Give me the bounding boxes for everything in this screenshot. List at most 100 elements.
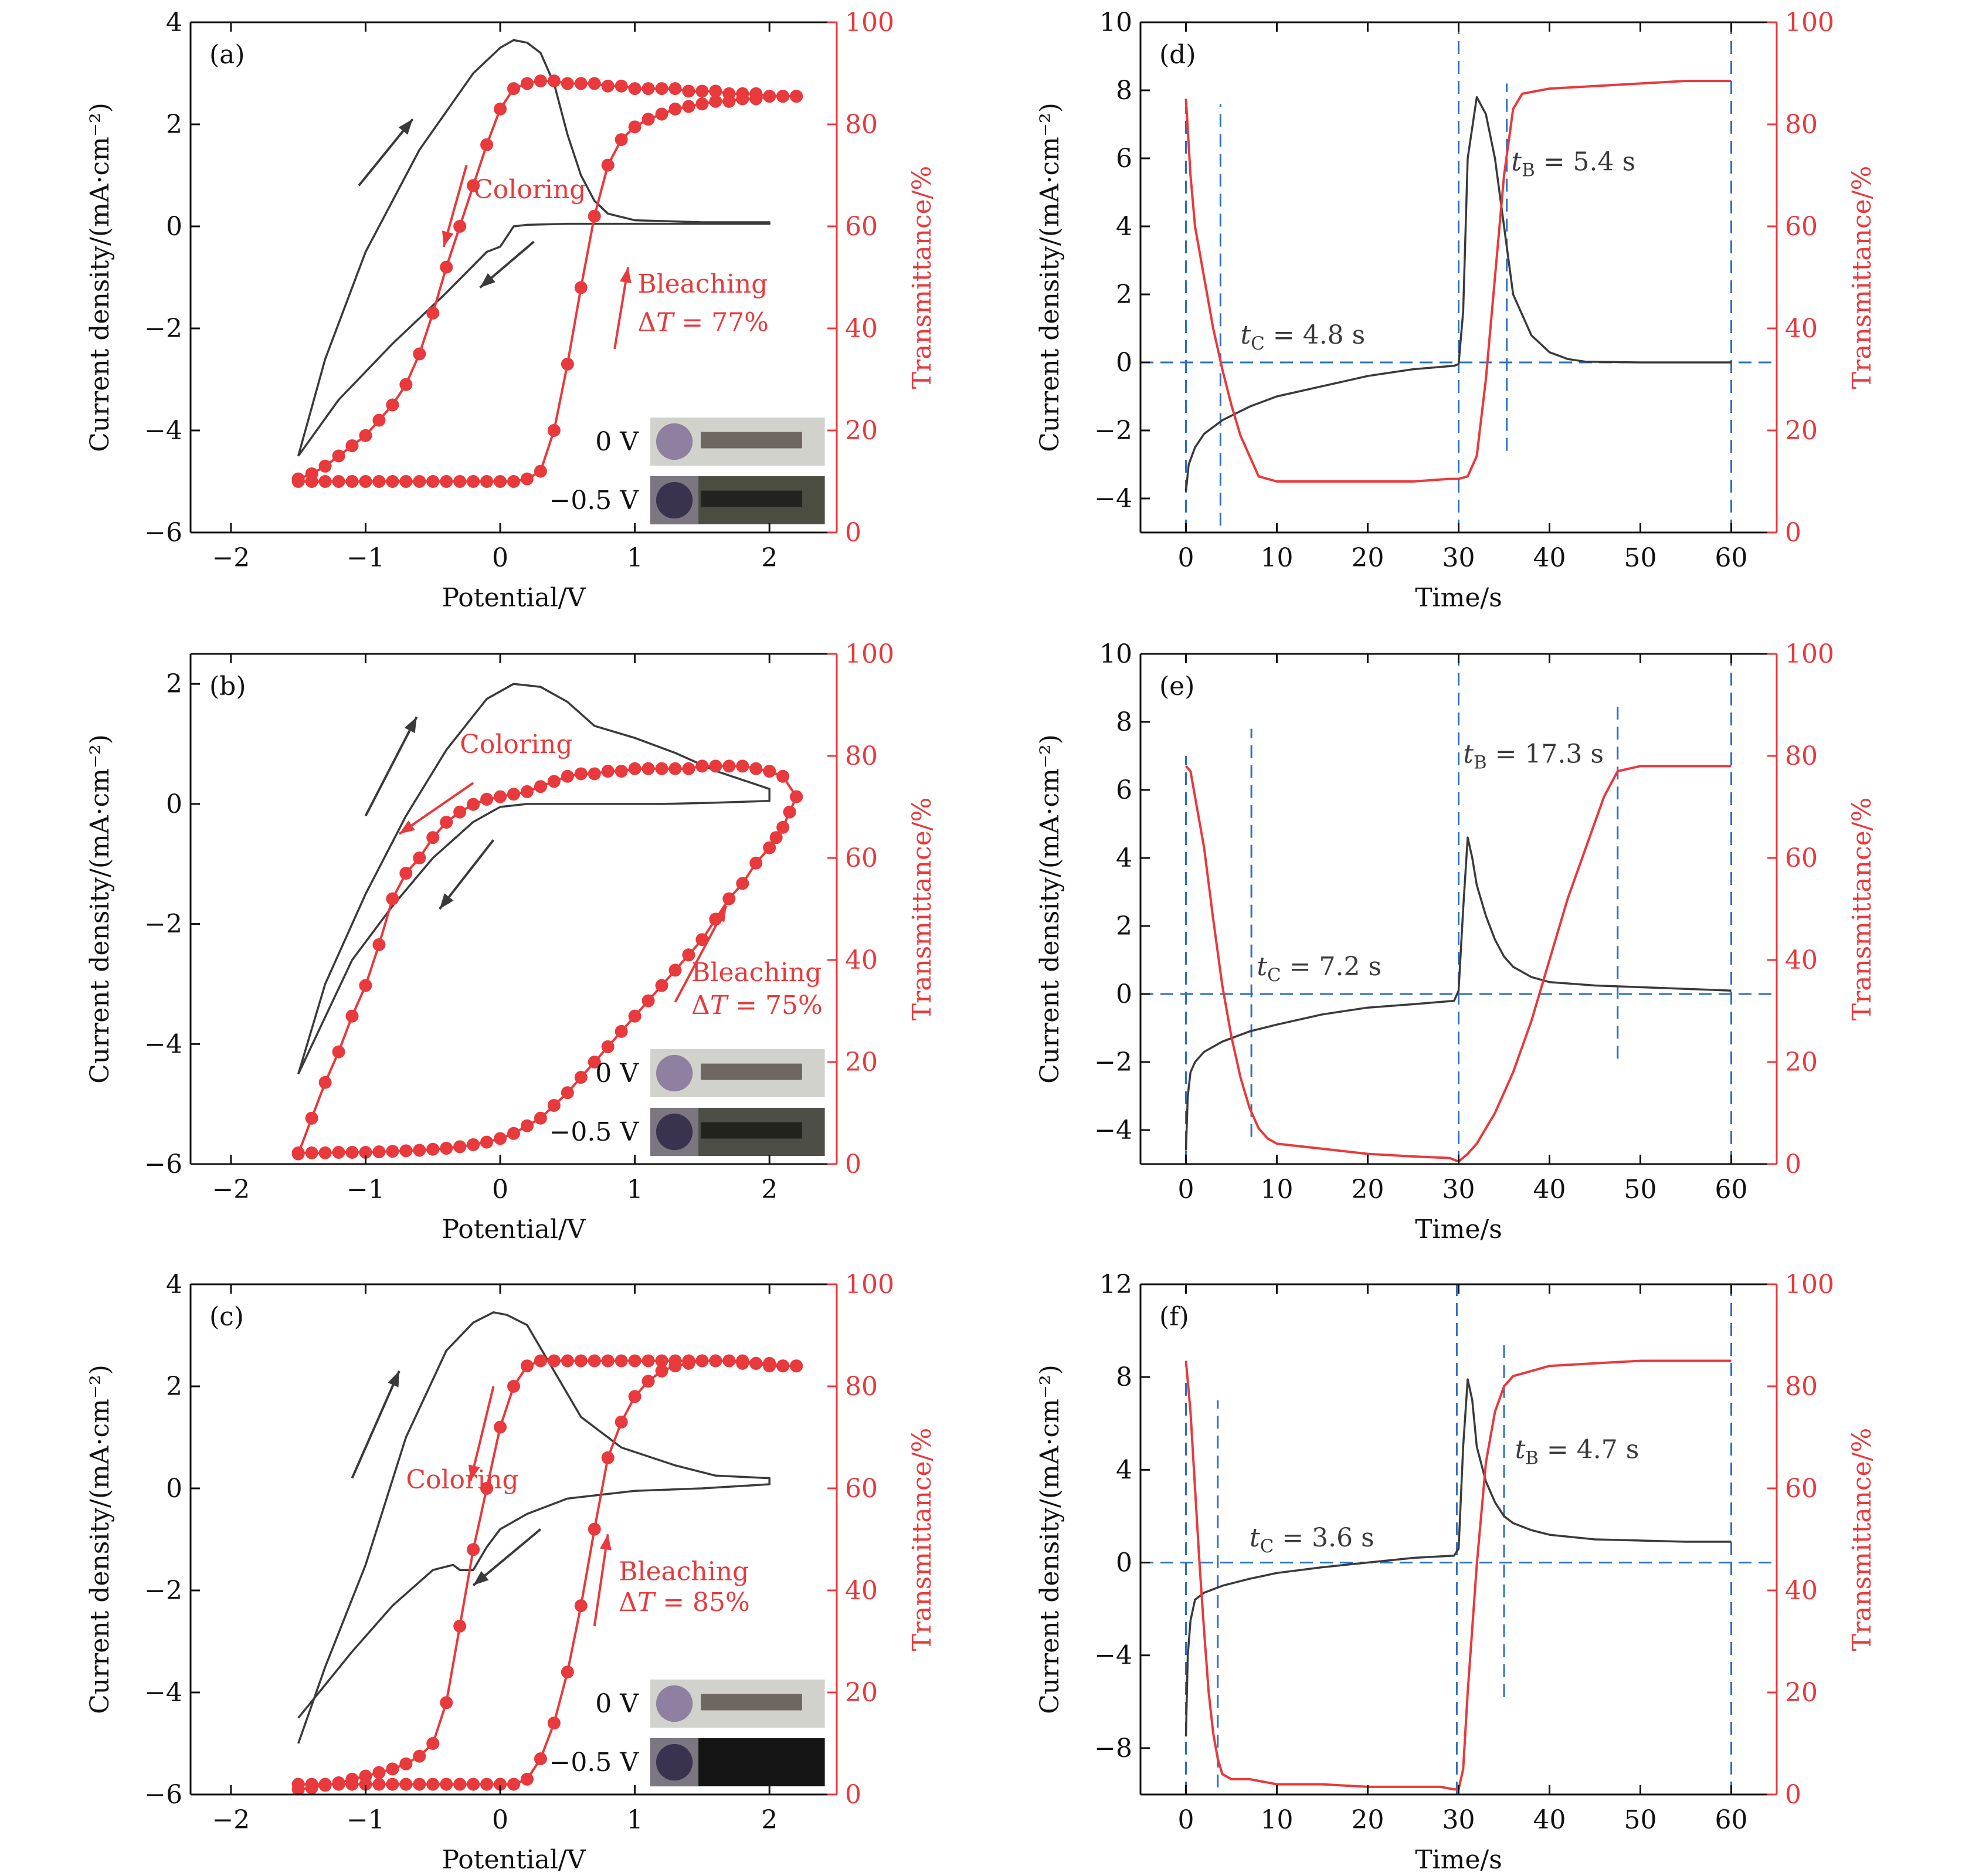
y2-tick-label: 60 [1785, 212, 1818, 242]
inset-label-0v: 0 V [595, 1059, 639, 1088]
transmittance-point [790, 90, 803, 103]
panel-label: (d) [1159, 40, 1196, 70]
x-tick-label: 0 [1178, 1805, 1194, 1835]
inset-label-0v: 0 V [595, 1689, 639, 1719]
y2-tick-label: 0 [1785, 1149, 1801, 1179]
transmittance-point [615, 765, 628, 778]
y2-tick-label: 60 [845, 212, 878, 242]
transmittance-point [345, 1777, 359, 1791]
transmittance-point [722, 1354, 736, 1368]
y2-tick-label: 80 [1785, 110, 1818, 140]
y-tick-label: −6 [144, 1780, 182, 1810]
transmittance-point [547, 1716, 561, 1730]
transmittance-point [574, 1071, 588, 1084]
transmittance-point [615, 133, 628, 147]
transmittance-point [507, 1380, 520, 1393]
transmittance-point [480, 138, 494, 151]
transmittance-point [588, 1056, 601, 1068]
transmittance-point [682, 762, 695, 775]
x-tick-label: 30 [1442, 1805, 1475, 1835]
y2-tick-label: 20 [845, 416, 878, 446]
inset-photo-neg05v [650, 476, 825, 525]
transmittance-point [655, 82, 668, 96]
transmittance-point [655, 1354, 668, 1368]
y-tick-label: −4 [144, 1029, 182, 1059]
y-tick-label: −2 [144, 1576, 182, 1606]
current-density-line-0 [1184, 96, 1732, 492]
transmittance-point [769, 831, 783, 844]
x-tick-label: 1 [627, 543, 643, 573]
y2-tick-label: 60 [1785, 843, 1818, 873]
transmittance-point [372, 1145, 386, 1159]
y2-axis-title: Transmittance/% [907, 798, 937, 1021]
y2-tick-label: 80 [845, 741, 878, 771]
y-axis-title: Current density/(mA·cm⁻²) [85, 734, 115, 1084]
transmittance-point [641, 1375, 655, 1388]
transmittance-point [453, 1777, 467, 1791]
x-tick-label: 10 [1261, 1175, 1294, 1205]
y2-tick-label: 0 [845, 1149, 861, 1179]
transmittance-point [615, 1024, 628, 1038]
x-tick-label: −1 [347, 543, 385, 573]
y-tick-label: 2 [166, 110, 182, 140]
x-tick-label: −2 [212, 543, 250, 573]
transmittance-point [628, 762, 641, 775]
transmittance-point [467, 475, 480, 488]
transmittance-point [332, 475, 345, 488]
y2-tick-label: 100 [1785, 639, 1834, 669]
transmittance-point [561, 1665, 574, 1679]
x-tick-label: 50 [1624, 1175, 1657, 1205]
transmittance-point [561, 769, 574, 783]
transmittance-point [763, 841, 776, 854]
transmittance-point [749, 856, 763, 870]
x-tick-label: 2 [761, 1805, 778, 1835]
y2-tick-label: 40 [1785, 945, 1818, 975]
x-tick-label: −2 [212, 1805, 250, 1835]
y2-tick-label: 0 [1785, 518, 1801, 548]
direction-arrow [364, 716, 418, 817]
transmittance-point [440, 475, 453, 488]
transmittance-point [736, 759, 749, 773]
y-tick-label: 4 [166, 1270, 182, 1300]
transmittance-point [372, 1777, 386, 1791]
inset-photo-0v [650, 1049, 825, 1098]
y2-tick-label: 100 [845, 8, 894, 38]
y2-axis-title: Transmittance/% [907, 166, 937, 389]
transmittance-point [332, 449, 345, 463]
transmittance-point [628, 1390, 641, 1403]
y2-axis-title: Transmittance/% [1847, 166, 1877, 389]
transmittance-point [722, 759, 736, 773]
arrow-head [600, 1534, 612, 1551]
chart-panel-5: tC = 3.6 s tB = 4.7 s 0 10 20 30 40 50 60 −8 −4 0 4 8… [1035, 1270, 1877, 1875]
transmittance-point [655, 979, 668, 992]
transmittance-point [413, 475, 426, 488]
x-axis-title: Potential/V [442, 1215, 586, 1244]
x-tick-label: 60 [1715, 543, 1748, 573]
transmittance-point [615, 1354, 628, 1368]
y-tick-label: −2 [144, 910, 182, 939]
transmittance-point [372, 1766, 386, 1779]
y-axis-title: Current density/(mA·cm⁻²) [1035, 103, 1065, 452]
transmittance-point [345, 1145, 359, 1159]
chart-annotation: Coloring [473, 175, 586, 205]
y-tick-label: −4 [1094, 484, 1132, 514]
transmittance-point [453, 1140, 467, 1154]
transmittance-point [695, 1354, 709, 1368]
chart-panel-4: tC = 7.2 stB = 17.3 s0 10 20 30 40 50 60−4−202… [1035, 639, 1877, 1244]
transmittance-point [601, 1451, 615, 1464]
transmittance-point [641, 762, 655, 775]
transmittance-point [426, 1737, 440, 1750]
y2-tick-label: 0 [845, 518, 861, 548]
y-tick-label: 12 [1099, 1270, 1132, 1300]
transmittance-point [426, 306, 440, 320]
y2-tick-label: 40 [1785, 314, 1818, 344]
y-tick-label: 0 [166, 212, 182, 242]
chart-annotation: Coloring [406, 1465, 518, 1495]
y2-tick-label: 100 [845, 639, 894, 669]
transmittance-point [507, 475, 520, 488]
transmittance-point [628, 82, 641, 96]
transmittance-point [641, 113, 655, 126]
transmittance-point [413, 852, 426, 864]
